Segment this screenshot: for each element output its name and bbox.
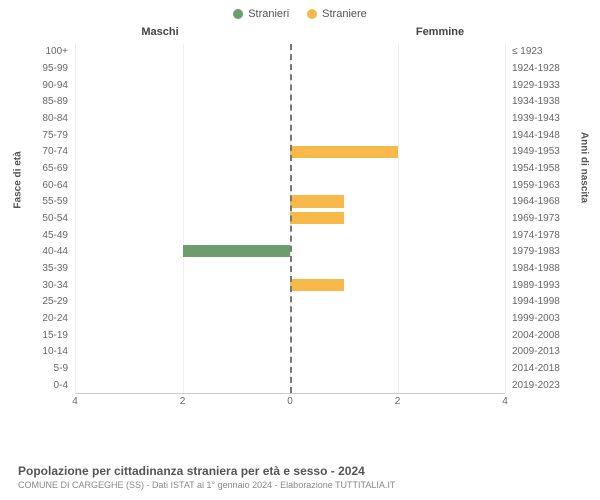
year-label: 1979-1983 — [508, 244, 580, 260]
legend: Stranieri Straniere — [0, 0, 600, 20]
x-tick: 2 — [180, 396, 186, 407]
legend-swatch-female — [307, 9, 317, 19]
age-label: 0-4 — [20, 377, 72, 393]
bar-female — [290, 146, 398, 158]
bar-female — [290, 212, 344, 224]
year-label: 1949-1953 — [508, 144, 580, 160]
year-label: 1969-1973 — [508, 211, 580, 227]
footer: Popolazione per cittadinanza straniera p… — [18, 464, 582, 490]
plot-area — [75, 44, 505, 394]
year-label: 1999-2003 — [508, 311, 580, 327]
age-label: 90-94 — [20, 77, 72, 93]
age-label: 95-99 — [20, 61, 72, 77]
legend-item-female: Straniere — [307, 8, 367, 20]
x-tick: 4 — [502, 396, 508, 407]
year-label: 2004-2008 — [508, 327, 580, 343]
age-label: 30-34 — [20, 277, 72, 293]
legend-label-male: Stranieri — [248, 8, 289, 20]
age-label: 100+ — [20, 44, 72, 60]
x-tick: 0 — [287, 396, 293, 407]
legend-item-male: Stranieri — [233, 8, 289, 20]
age-label: 65-69 — [20, 161, 72, 177]
year-label: 1944-1948 — [508, 127, 580, 143]
y-labels-year: ≤ 19231924-19281929-19331934-19381939-19… — [508, 44, 580, 394]
y-labels-age: 100+95-9990-9485-8980-8475-7970-7465-696… — [20, 44, 72, 394]
legend-swatch-male — [233, 9, 243, 19]
age-label: 15-19 — [20, 327, 72, 343]
bar-female — [290, 279, 344, 291]
age-label: 20-24 — [20, 311, 72, 327]
year-label: 1929-1933 — [508, 77, 580, 93]
x-axis: 4 2 0 2 4 — [75, 396, 505, 410]
age-label: 55-59 — [20, 194, 72, 210]
year-label: 1984-1988 — [508, 261, 580, 277]
year-label: 1964-1968 — [508, 194, 580, 210]
year-label: 1974-1978 — [508, 227, 580, 243]
center-divider — [290, 44, 292, 393]
age-label: 85-89 — [20, 94, 72, 110]
y-axis-title-right: Anni di nascita — [579, 132, 590, 203]
age-label: 45-49 — [20, 227, 72, 243]
age-label: 70-74 — [20, 144, 72, 160]
age-label: 60-64 — [20, 177, 72, 193]
pyramid-chart: Maschi Femmine Fasce di età Anni di nasc… — [20, 26, 580, 426]
x-tick: 4 — [72, 396, 78, 407]
year-label: 1924-1928 — [508, 61, 580, 77]
year-label: 1989-1993 — [508, 277, 580, 293]
age-label: 80-84 — [20, 111, 72, 127]
age-label: 40-44 — [20, 244, 72, 260]
year-label: 1959-1963 — [508, 177, 580, 193]
x-tick: 2 — [395, 396, 401, 407]
year-label: 1994-1998 — [508, 294, 580, 310]
age-label: 50-54 — [20, 211, 72, 227]
year-label: 2019-2023 — [508, 377, 580, 393]
legend-label-female: Straniere — [322, 8, 367, 20]
year-label: 2009-2013 — [508, 344, 580, 360]
age-label: 75-79 — [20, 127, 72, 143]
col-title-female: Femmine — [300, 26, 580, 38]
col-title-male: Maschi — [20, 26, 300, 38]
age-label: 5-9 — [20, 361, 72, 377]
year-label: 1934-1938 — [508, 94, 580, 110]
age-label: 25-29 — [20, 294, 72, 310]
chart-subtitle: COMUNE DI CARGEGHE (SS) - Dati ISTAT al … — [18, 480, 582, 490]
age-label: 10-14 — [20, 344, 72, 360]
year-label: 1954-1958 — [508, 161, 580, 177]
chart-title: Popolazione per cittadinanza straniera p… — [18, 464, 582, 478]
year-label: 1939-1943 — [508, 111, 580, 127]
year-label: 2014-2018 — [508, 361, 580, 377]
year-label: ≤ 1923 — [508, 44, 580, 60]
gridline — [505, 44, 506, 393]
age-label: 35-39 — [20, 261, 72, 277]
bar-female — [290, 195, 344, 207]
bar-male — [183, 245, 291, 257]
column-titles: Maschi Femmine — [20, 26, 580, 38]
